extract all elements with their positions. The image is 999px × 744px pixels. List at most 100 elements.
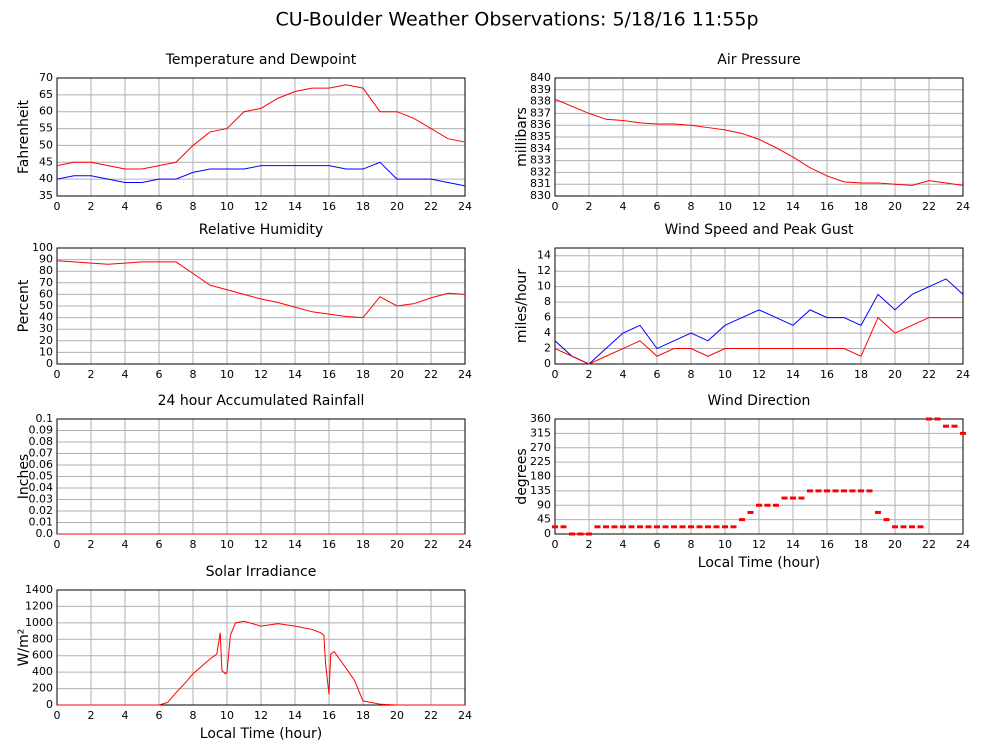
x-tick-label: 2 xyxy=(88,368,95,381)
x-tick-label: 8 xyxy=(688,200,695,213)
data-point xyxy=(875,510,881,514)
y-tick-label: 0.04 xyxy=(29,481,54,494)
plot-border xyxy=(56,589,466,706)
x-tick-label: 10 xyxy=(718,538,732,551)
data-point xyxy=(892,525,898,529)
x-tick-label: 18 xyxy=(854,200,868,213)
y-tick-label: 835 xyxy=(530,130,551,143)
x-tick-label: 24 xyxy=(956,538,970,551)
x-tick-label: 10 xyxy=(220,200,234,213)
data-line xyxy=(56,161,466,187)
x-tick-label: 14 xyxy=(786,200,800,213)
x-tick-label: 12 xyxy=(752,200,766,213)
y-tick-label: 0 xyxy=(544,527,551,540)
data-point xyxy=(917,525,924,529)
chart-title: 24 hour Accumulated Rainfall xyxy=(158,393,365,409)
data-point xyxy=(628,525,635,529)
x-tick-label: 20 xyxy=(390,709,404,722)
x-tick-label: 22 xyxy=(922,200,936,213)
x-tick-label: 18 xyxy=(356,200,370,213)
x-tick-label: 18 xyxy=(356,538,370,551)
data-point xyxy=(560,525,567,529)
x-tick-label: 8 xyxy=(688,538,695,551)
x-tick-label: 12 xyxy=(254,538,268,551)
x-tick-label: 0 xyxy=(552,538,559,551)
x-tick-label: 2 xyxy=(586,538,593,551)
y-tick-label: 839 xyxy=(530,83,551,96)
plot-border xyxy=(554,418,964,535)
data-point xyxy=(926,417,932,421)
y-tick-label: 65 xyxy=(39,88,53,101)
data-point xyxy=(671,525,677,529)
data-point xyxy=(662,525,669,529)
plot-border xyxy=(554,247,964,365)
x-tick-label: 8 xyxy=(190,200,197,213)
data-point xyxy=(552,525,558,529)
y-tick-label: 10 xyxy=(39,345,53,358)
data-point xyxy=(841,489,847,493)
x-tick-label: 6 xyxy=(654,538,661,551)
x-tick-label: 10 xyxy=(220,538,234,551)
chart-title: Wind Speed and Peak Gust xyxy=(665,222,854,238)
x-tick-label: 14 xyxy=(786,538,800,551)
y-axis-label: Inches xyxy=(16,454,32,499)
y-tick-label: 836 xyxy=(530,118,551,131)
x-tick-label: 0 xyxy=(54,368,61,381)
y-tick-label: 1000 xyxy=(25,616,53,629)
y-tick-label: 0 xyxy=(46,357,53,370)
y-tick-label: 60 xyxy=(39,287,53,300)
data-point xyxy=(781,496,788,500)
x-tick-label: 4 xyxy=(620,368,627,381)
data-point xyxy=(764,503,771,507)
y-axis-label: degrees xyxy=(514,448,530,504)
x-tick-label: 18 xyxy=(356,368,370,381)
x-tick-label: 14 xyxy=(288,538,302,551)
x-tick-label: 22 xyxy=(424,709,438,722)
x-tick-label: 4 xyxy=(122,200,129,213)
data-point xyxy=(679,525,686,529)
data-point xyxy=(577,532,584,536)
x-tick-label: 16 xyxy=(820,200,834,213)
x-tick-label: 20 xyxy=(390,200,404,213)
x-tick-label: 14 xyxy=(786,368,800,381)
chart-title: Relative Humidity xyxy=(199,222,323,238)
data-point xyxy=(620,525,626,529)
data-point xyxy=(756,503,762,507)
y-tick-label: 270 xyxy=(530,441,551,454)
data-point xyxy=(951,424,958,428)
plot-border xyxy=(56,77,466,197)
y-tick-label: 35 xyxy=(39,189,53,202)
data-point xyxy=(832,489,839,493)
data-point xyxy=(739,518,745,522)
chart-title: Temperature and Dewpoint xyxy=(165,52,357,68)
x-tick-label: 24 xyxy=(458,709,472,722)
x-tick-label: 10 xyxy=(718,368,732,381)
page-title: CU-Boulder Weather Observations: 5/18/16… xyxy=(275,9,758,31)
y-tick-label: 80 xyxy=(39,264,53,277)
data-point xyxy=(773,503,779,507)
y-tick-label: 831 xyxy=(530,177,551,190)
x-tick-label: 4 xyxy=(122,368,129,381)
data-point xyxy=(603,525,609,529)
y-tick-label: 30 xyxy=(39,322,53,335)
y-tick-label: 90 xyxy=(537,498,551,511)
x-tick-label: 20 xyxy=(888,200,902,213)
x-tick-label: 0 xyxy=(54,709,61,722)
data-line xyxy=(554,278,964,365)
y-tick-label: 0.01 xyxy=(29,516,54,529)
x-tick-label: 18 xyxy=(854,538,868,551)
y-tick-label: 0.09 xyxy=(29,424,54,437)
y-tick-label: 180 xyxy=(530,470,551,483)
data-point xyxy=(883,518,890,522)
y-tick-label: 8 xyxy=(544,295,551,308)
y-tick-label: 830 xyxy=(530,189,551,202)
y-tick-label: 0.0 xyxy=(36,527,54,540)
chart-title: Wind Direction xyxy=(708,393,811,409)
x-tick-label: 4 xyxy=(122,538,129,551)
data-point xyxy=(688,525,694,529)
y-tick-label: 400 xyxy=(32,665,53,678)
y-tick-label: 0.05 xyxy=(29,470,54,483)
y-tick-label: 10 xyxy=(537,280,551,293)
x-tick-label: 2 xyxy=(88,709,95,722)
